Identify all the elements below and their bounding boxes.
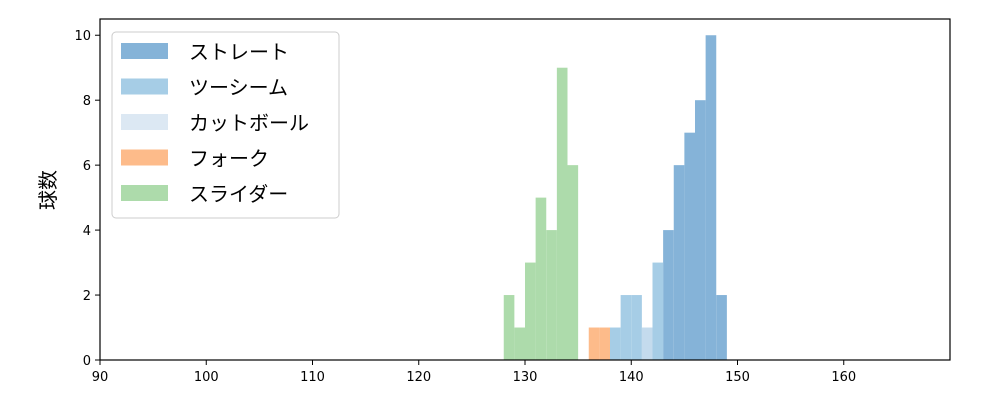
bar-ストレート-146 [695,100,706,360]
x-tick-label: 100 [194,370,219,385]
bar-ツーシーム-140 [631,295,642,360]
y-tick-label: 0 [83,354,91,369]
x-tick-label: 90 [92,370,109,385]
legend-box [111,31,340,219]
x-axis: 90 100 110 120 130 140 150 160 [92,360,856,385]
bar-フォーク-137 [599,327,610,360]
legend-swatch [121,185,168,201]
legend-label: ストレート [189,40,289,64]
bar-ツーシーム-138 [610,327,621,360]
bar-ストレート-145 [684,132,695,360]
bar-スライダー-129 [514,327,525,360]
legend-swatch [121,114,168,130]
bar-ストレート-147 [705,35,717,360]
legend-label: スライダー [189,182,288,206]
bar-フォーク-136 [588,327,600,360]
y-axis-label: 球数 [36,170,60,210]
bar-ツーシーム-139 [620,295,632,360]
bars-layer [503,35,727,360]
y-tick-label: 2 [83,289,91,304]
x-tick-label: 110 [300,370,325,385]
legend-swatch [121,78,168,95]
x-tick-label: 160 [831,370,856,385]
x-tick-label: 120 [406,370,431,385]
y-tick-label: 6 [83,159,91,174]
bar-スライダー-134 [567,165,579,360]
bar-ストレート-148 [716,295,727,360]
bar-ストレート-144 [673,165,685,360]
bar-スライダー-130 [525,262,536,360]
bar-スライダー-132 [546,230,557,360]
y-tick-label: 4 [83,224,91,239]
legend-label: フォーク [189,147,269,171]
bar-スライダー-128 [503,295,515,360]
legend-swatch [121,149,168,166]
bar-ツーシーム-142 [652,262,664,360]
bar-スライダー-131 [535,197,547,360]
legend-label: ツーシーム [189,76,288,100]
y-tick-label: 10 [74,29,91,44]
bar-ストレート-143 [663,230,674,360]
y-axis: 0 2 4 6 8 10 [74,29,100,369]
bar-スライダー-133 [556,67,568,360]
x-tick-label: 140 [619,370,644,385]
y-tick-label: 8 [83,94,91,109]
bar-カットボール-141 [641,327,653,360]
x-tick-label: 130 [513,370,538,385]
legend-label: カットボール [189,111,309,135]
legend-swatch [121,43,168,59]
x-tick-label: 150 [725,370,750,385]
